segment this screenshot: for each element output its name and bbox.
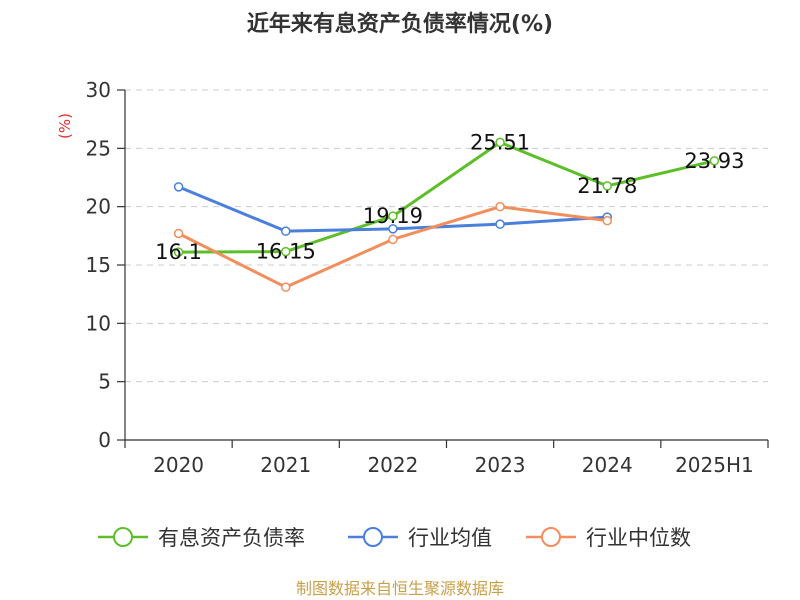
data-point	[388, 224, 398, 234]
data-point	[173, 182, 184, 192]
data-point	[281, 282, 291, 292]
data-point	[388, 211, 398, 221]
data-point	[709, 156, 720, 166]
data-point	[495, 219, 505, 229]
series-line-1	[178, 140, 715, 254]
x-tick-label: 2024	[582, 453, 633, 477]
data-label: 19.19	[363, 204, 423, 228]
data-point	[281, 226, 291, 236]
data-label: 16.15	[256, 240, 316, 264]
y-axis-label: (%)	[56, 113, 74, 139]
legend-marker-circle	[363, 527, 383, 547]
chart-title: 近年来有息资产负债率情况(%)	[247, 11, 553, 37]
legend-label: 行业均值	[408, 526, 492, 550]
data-point	[602, 181, 612, 191]
data-label: 16.1	[155, 240, 202, 264]
legend-marker-circle	[541, 527, 561, 547]
data-point	[388, 234, 398, 245]
data-label: 21.78	[577, 174, 637, 198]
y-tick-label: 0	[98, 428, 111, 452]
data-point	[495, 201, 505, 212]
y-tick-label: 15	[86, 253, 111, 277]
y-tick-label: 30	[86, 78, 111, 102]
data-label: 25.51	[470, 130, 530, 154]
data-point	[173, 228, 184, 239]
x-tick-label: 2025H1	[675, 453, 754, 477]
data-point	[495, 137, 505, 148]
data-label: 23.93	[684, 149, 744, 173]
data-point	[281, 246, 291, 257]
legend-label: 行业中位数	[586, 526, 691, 550]
y-tick-label: 20	[86, 195, 111, 219]
x-tick-label: 2021	[260, 453, 311, 477]
data-point	[602, 215, 612, 226]
legend-label: 有息资产负债率	[158, 526, 305, 550]
y-tick-label: 5	[98, 370, 111, 394]
source-note: 制图数据来自恒生聚源数据库	[296, 579, 504, 598]
legend-marker-circle	[113, 527, 133, 547]
x-tick-label: 2020	[153, 453, 204, 477]
x-tick-label: 2023	[475, 453, 526, 477]
y-tick-label: 10	[86, 311, 111, 335]
data-point	[173, 247, 184, 257]
x-tick-label: 2022	[367, 453, 418, 477]
y-tick-label: 25	[86, 136, 111, 160]
